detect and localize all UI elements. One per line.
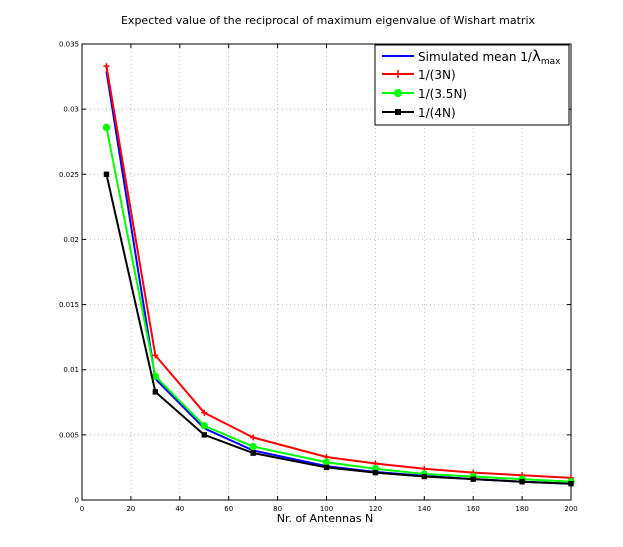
legend-label-4n: 1/(4N) — [418, 106, 456, 120]
data-point — [103, 171, 110, 177]
legend-label-3n: 1/(3N) — [418, 68, 456, 82]
data-point — [200, 422, 208, 430]
series-line — [105, 65, 572, 479]
x-tick-label: 160 — [467, 505, 480, 513]
x-tick-label: 180 — [515, 505, 528, 513]
data-point — [421, 473, 427, 480]
data-point — [103, 63, 110, 70]
data-point — [250, 434, 257, 441]
x-tick-label: 80 — [273, 505, 282, 513]
y-tick-label: 0.015 — [59, 301, 79, 309]
data-point — [470, 476, 476, 482]
data-point — [249, 442, 257, 451]
data-point — [372, 469, 379, 476]
series-1-4n — [103, 171, 574, 487]
x-tick-label: 20 — [126, 505, 135, 513]
x-tick-label: 100 — [320, 505, 333, 513]
x-tick-label: 0 — [80, 505, 84, 513]
series-line — [105, 174, 572, 485]
data-point — [322, 458, 331, 466]
y-tick-label: 0.01 — [63, 366, 79, 374]
chart-title: Expected value of the reciprocal of maxi… — [121, 14, 536, 27]
data-point — [323, 464, 330, 471]
series-1-3n — [103, 63, 574, 481]
data-point — [102, 123, 111, 132]
data-point — [152, 389, 159, 395]
data-point — [568, 481, 574, 487]
legend-label-max-subscript: max — [541, 57, 561, 67]
legend-marker-circle — [394, 89, 402, 97]
y-tick-label: 0.03 — [63, 106, 79, 114]
series-1-3-5n — [102, 123, 575, 486]
data-point — [152, 352, 159, 359]
legend: Simulated mean 1/λmax 1/(3N) 1/(3.5N) 1/… — [374, 44, 570, 126]
data-point — [519, 479, 525, 485]
data-point — [201, 432, 207, 438]
y-tick-label: 0.025 — [59, 171, 79, 179]
x-tick-label: 200 — [564, 505, 577, 513]
legend-label-3-5n: 1/(3.5N) — [418, 87, 467, 101]
data-point — [250, 450, 256, 456]
y-tick-label: 0.035 — [59, 41, 79, 49]
y-tick-label: 0.02 — [63, 236, 79, 244]
legend-label-simulated-text: Simulated mean 1/ — [418, 50, 533, 64]
y-tick-label: 0.005 — [59, 431, 79, 439]
axis-ticks: 0 20 40 60 80 100 120 140 160 180 200 0 0.005 0.01 0.0… — [59, 41, 578, 514]
x-tick-label: 40 — [175, 505, 184, 513]
x-tick-label: 120 — [369, 505, 382, 513]
x-tick-label: 60 — [224, 505, 233, 513]
y-tick-label: 0 — [75, 497, 79, 505]
series-lines — [102, 63, 575, 487]
x-axis-label: Nr. of Antennas N — [277, 512, 374, 525]
x-tick-label: 140 — [418, 505, 431, 513]
legend-marker-square — [395, 109, 401, 115]
legend-label-simulated: Simulated mean 1/λmax — [418, 47, 561, 67]
series-line — [105, 127, 572, 483]
legend-label-lambda: λ — [532, 47, 541, 65]
data-point — [201, 409, 208, 416]
legend-marker-plus — [394, 70, 402, 78]
